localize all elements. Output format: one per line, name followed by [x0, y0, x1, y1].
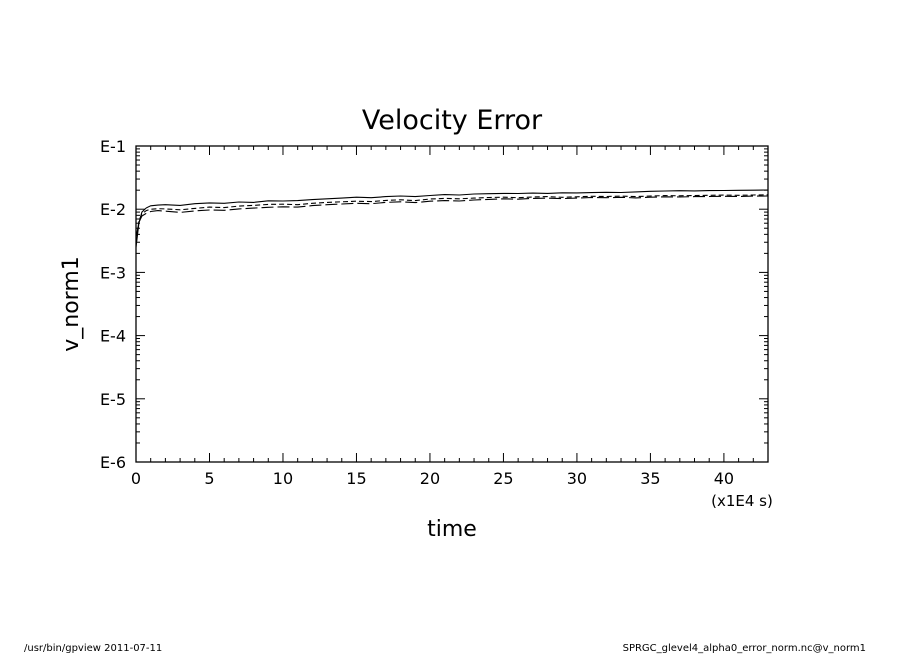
- plot-frame: [135, 145, 769, 463]
- x-axis-label: time: [427, 517, 477, 542]
- x-tick-label: 30: [567, 469, 587, 488]
- series-line-1: [135, 189, 769, 248]
- y-tick-label: E-3: [100, 263, 126, 282]
- footer-program-date: /usr/bin/gpview 2011-07-11: [24, 643, 162, 654]
- y-axis-ticks: E-1 E-2 E-3 E-4 E-5 E-6: [100, 137, 768, 472]
- x-tick-label: 35: [640, 469, 660, 488]
- y-tick-label: E-1: [100, 137, 126, 156]
- x-axis-ticks: 0 5 10 15 20 25 30 35 40: [131, 146, 769, 488]
- x-tick-label: 15: [346, 469, 366, 488]
- x-axis-unit-label: (x1E4 s): [711, 492, 773, 510]
- x-tick-label: 0: [131, 469, 141, 488]
- series-line-2: [135, 194, 769, 243]
- y-tick-label: E-4: [100, 327, 126, 346]
- series-line-3: [135, 195, 769, 239]
- data-series: [135, 189, 769, 248]
- x-tick-label: 20: [420, 469, 440, 488]
- x-tick-label: 5: [204, 469, 214, 488]
- x-tick-label: 25: [493, 469, 513, 488]
- y-tick-label: E-2: [100, 200, 126, 219]
- footer-file-variable: SPRGC_glevel4_alpha0_error_norm.nc@v_nor…: [623, 643, 866, 654]
- x-tick-label: 40: [714, 469, 734, 488]
- y-tick-label: E-5: [100, 390, 126, 409]
- chart-title: Velocity Error: [362, 105, 543, 136]
- x-tick-label: 10: [273, 469, 293, 488]
- y-axis-label: v_norm1: [59, 256, 84, 352]
- y-tick-label: E-6: [100, 453, 126, 472]
